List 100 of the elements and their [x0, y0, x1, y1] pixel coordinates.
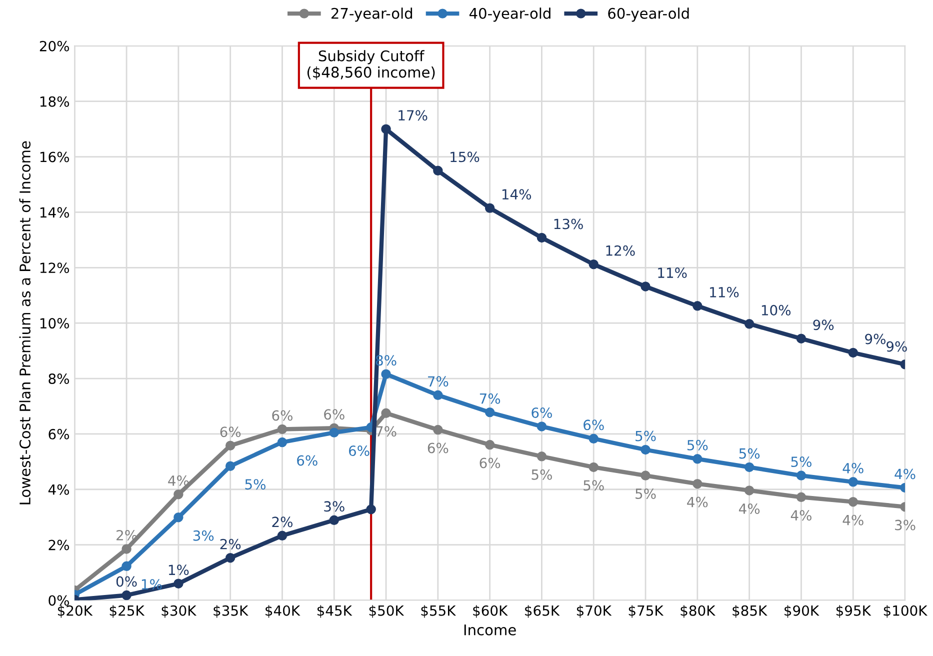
data-label: 9% [886, 341, 907, 352]
point [744, 319, 754, 329]
data-label: 5% [245, 479, 266, 490]
point [433, 166, 443, 176]
legend-label: 27-year-old [331, 8, 412, 22]
data-label: 4% [842, 462, 864, 474]
x-tick-label: $75K [628, 605, 664, 618]
point [122, 561, 132, 572]
point [225, 461, 236, 471]
y-tick-label: 14% [40, 207, 70, 218]
data-label: 4% [790, 510, 812, 521]
point [588, 462, 598, 472]
data-label: 6% [480, 458, 500, 468]
point [692, 301, 702, 311]
data-label: 5% [636, 430, 656, 442]
point [225, 440, 236, 450]
point [848, 348, 858, 358]
data-label: 13% [554, 218, 583, 230]
data-label: 6% [297, 455, 318, 466]
data-label: 17% [398, 110, 428, 121]
point [381, 124, 391, 134]
data-label: 5% [739, 448, 760, 459]
data-label: 11% [710, 286, 739, 298]
point [536, 422, 547, 432]
data-label: 3% [895, 520, 916, 530]
data-label: 3% [193, 530, 214, 541]
data-label: 3% [324, 501, 344, 512]
data-label: 9% [813, 320, 834, 330]
point [174, 512, 184, 522]
y-tick-label: 2% [48, 540, 70, 550]
point [433, 390, 443, 400]
data-label: 6% [584, 420, 604, 430]
data-label: 0% [116, 576, 137, 587]
data-label: 15% [450, 152, 480, 162]
y-tick-label: 16% [40, 152, 70, 162]
point [174, 578, 184, 588]
x-tick-label: $70K [576, 605, 612, 618]
y-axis-title: Lowest-Cost Plan Premium as a Percent of Income [19, 141, 31, 504]
point [692, 478, 702, 489]
point [744, 462, 754, 472]
y-tick-label: 20% [40, 40, 70, 52]
point [796, 334, 806, 344]
point [796, 470, 806, 480]
x-tick-label: $85K [732, 605, 768, 618]
data-label: 9% [865, 334, 886, 344]
point [122, 590, 132, 600]
y-tick-label: 12% [40, 262, 70, 274]
point [329, 515, 339, 525]
data-label: 1% [142, 579, 162, 590]
point [640, 282, 650, 292]
point [796, 492, 806, 502]
x-tick-label: $45K [317, 605, 352, 618]
x-tick-label: $65K [525, 605, 560, 618]
legend-label: 40-year-old [469, 8, 550, 22]
data-label: 6% [348, 446, 370, 456]
point [640, 470, 650, 480]
point [277, 424, 288, 434]
y-tick-label: 10% [40, 318, 70, 329]
point [277, 530, 288, 541]
data-label: 5% [687, 440, 708, 450]
point [381, 408, 391, 418]
point [536, 452, 547, 462]
y-tick-label: 6% [48, 428, 70, 440]
data-label: 5% [532, 469, 552, 480]
point [433, 424, 443, 435]
x-tick-label: $90K [784, 605, 820, 618]
y-tick-label: 18% [40, 96, 70, 107]
data-label: 4% [842, 514, 864, 526]
x-tick-label: $40K [266, 605, 300, 618]
point [588, 259, 598, 270]
point [329, 428, 339, 438]
x-tick-label: $55K [421, 605, 456, 618]
data-label: 1% [168, 564, 189, 576]
data-label: 5% [791, 456, 812, 468]
point [484, 407, 495, 418]
point [484, 203, 495, 213]
point [174, 490, 184, 500]
point [848, 496, 858, 507]
x-tick-label: $80K [680, 605, 716, 618]
y-tick-label: 4% [48, 484, 70, 495]
data-label: 6% [532, 407, 552, 418]
data-label: 7% [480, 393, 500, 404]
point [366, 504, 376, 514]
data-label: 4% [687, 496, 708, 508]
data-label: 6% [220, 426, 241, 438]
data-label: 5% [584, 480, 604, 491]
y-tick-label: 0% [48, 595, 70, 606]
data-label: 6% [272, 410, 292, 421]
x-tick-label: $95K [836, 605, 872, 618]
data-label: 7% [428, 376, 448, 387]
data-label: 10% [762, 304, 791, 316]
data-label: 4% [738, 503, 760, 514]
ref-line-label: Subsidy Cutoff ($48,560 income) [307, 50, 435, 80]
point [536, 232, 547, 243]
x-tick-label: $35K [214, 605, 248, 618]
data-label: 11% [658, 268, 687, 278]
point [225, 552, 236, 563]
x-tick-label: $60K [473, 605, 508, 618]
y-tick-label: 8% [48, 373, 70, 384]
point [744, 486, 754, 496]
